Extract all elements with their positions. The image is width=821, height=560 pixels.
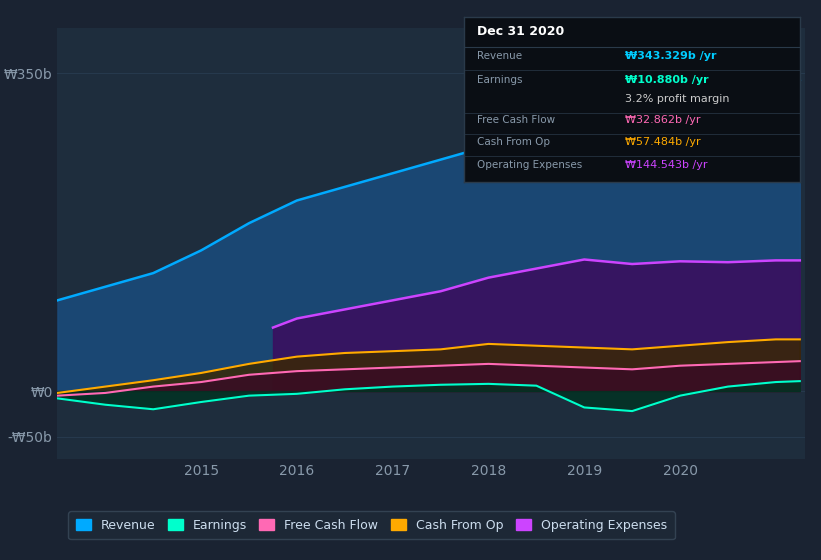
- Text: ₩57.484b /yr: ₩57.484b /yr: [626, 137, 701, 147]
- Text: Earnings: Earnings: [477, 76, 523, 86]
- Text: ₩144.543b /yr: ₩144.543b /yr: [626, 160, 708, 170]
- Text: Revenue: Revenue: [477, 52, 522, 62]
- Text: Free Cash Flow: Free Cash Flow: [477, 115, 556, 125]
- Text: ₩10.880b /yr: ₩10.880b /yr: [626, 76, 709, 86]
- Legend: Revenue, Earnings, Free Cash Flow, Cash From Op, Operating Expenses: Revenue, Earnings, Free Cash Flow, Cash …: [68, 511, 675, 539]
- Text: ₩343.329b /yr: ₩343.329b /yr: [626, 52, 717, 62]
- Text: 3.2% profit margin: 3.2% profit margin: [626, 94, 730, 104]
- Text: Dec 31 2020: Dec 31 2020: [477, 25, 565, 38]
- Text: ₩32.862b /yr: ₩32.862b /yr: [626, 115, 701, 125]
- Text: Cash From Op: Cash From Op: [477, 137, 550, 147]
- Text: Operating Expenses: Operating Expenses: [477, 160, 583, 170]
